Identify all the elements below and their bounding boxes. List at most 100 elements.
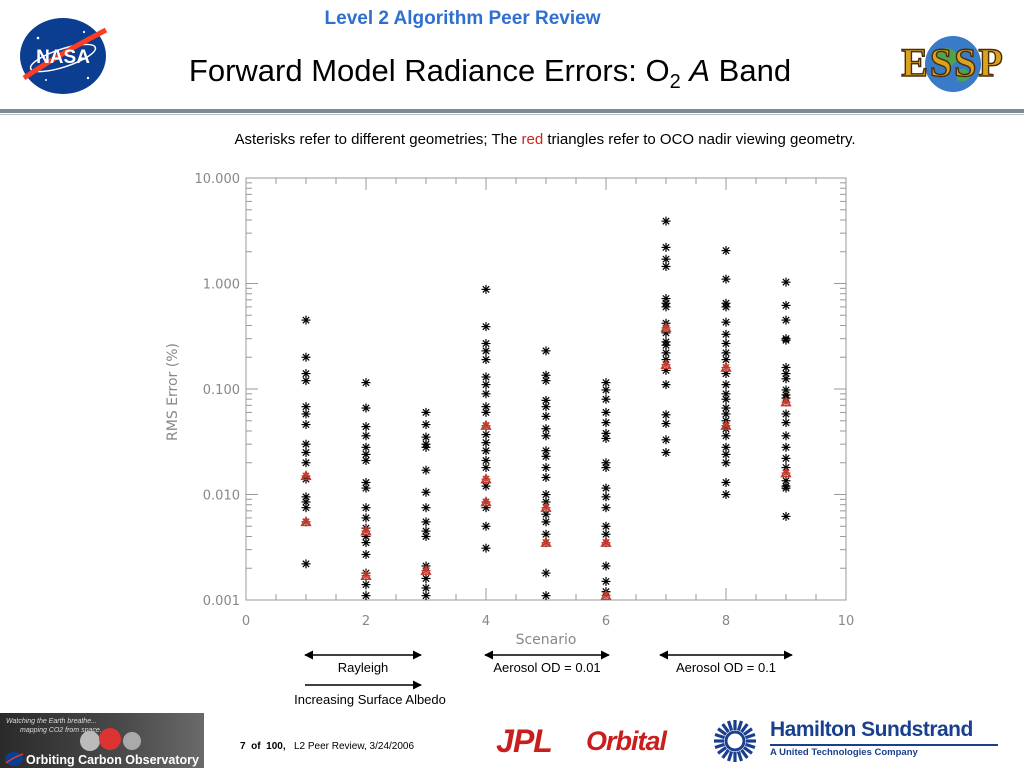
page-info: 7 of 100, L2 Peer Review, 3/24/2006: [240, 741, 414, 752]
data-point-asterisk: [481, 389, 491, 399]
data-point-triangle: [720, 361, 732, 372]
data-point-asterisk: [421, 531, 431, 541]
data-point-triangle: [300, 470, 312, 481]
oco-name: Orbiting Carbon Observatory: [26, 753, 199, 767]
data-point-asterisk: [601, 418, 611, 428]
data-point-triangle: [540, 536, 552, 547]
data-point-asterisk: [781, 277, 791, 287]
data-point-asterisk: [781, 431, 791, 441]
data-point-asterisk: [721, 246, 731, 256]
x-tick-label: 8: [722, 614, 730, 629]
emblem-spoke: [721, 723, 730, 734]
data-point-asterisk: [301, 315, 311, 325]
data-point-asterisk: [421, 442, 431, 452]
emblem-spoke: [736, 720, 744, 732]
data-point-asterisk: [601, 561, 611, 571]
nasa-logo: NASA: [20, 18, 108, 94]
data-point-triangle: [480, 473, 492, 484]
data-point-asterisk: [781, 442, 791, 452]
emblem-spoke: [744, 732, 756, 740]
data-point-triangle: [480, 419, 492, 430]
data-point-asterisk: [421, 487, 431, 497]
y-axis-label: RMS Error (%): [165, 343, 181, 441]
y-tick-label: 0.010: [203, 489, 240, 504]
data-point-asterisk: [541, 591, 551, 601]
emblem-spoke: [721, 748, 730, 759]
data-point-asterisk: [481, 438, 491, 448]
data-point-asterisk: [481, 372, 491, 382]
oco-nasa-mini-logo: [5, 752, 24, 766]
data-point-asterisk: [481, 521, 491, 531]
rayleigh-label: Rayleigh: [337, 660, 389, 675]
data-point-triangle: [360, 525, 372, 536]
data-point-triangle: [720, 419, 732, 430]
data-point-asterisk: [721, 394, 731, 404]
data-point-asterisk: [721, 477, 731, 487]
data-point-asterisk: [721, 409, 731, 419]
data-point-asterisk: [601, 521, 611, 531]
data-point-asterisk: [661, 419, 671, 429]
data-point-asterisk: [481, 407, 491, 417]
data-point-asterisk: [661, 435, 671, 445]
aerosol-001-label: Aerosol OD = 0.01: [493, 660, 601, 675]
data-point-asterisk: [361, 422, 371, 432]
emblem-spoke: [736, 750, 744, 762]
data-point-asterisk: [481, 446, 491, 456]
data-point-triangle: [480, 496, 492, 507]
oco-satellite-graphic: [80, 728, 141, 751]
data-point-asterisk: [541, 463, 551, 473]
data-point-asterisk: [541, 346, 551, 356]
data-point-asterisk: [421, 573, 431, 583]
data-point-asterisk: [421, 503, 431, 513]
data-point-asterisk: [721, 490, 731, 499]
data-point-asterisk: [301, 448, 311, 458]
data-point-asterisk: [541, 568, 551, 578]
data-point-triangle: [660, 358, 672, 369]
data-point-asterisk: [661, 302, 671, 312]
data-point-asterisk: [661, 340, 671, 350]
data-point-asterisk: [781, 315, 791, 325]
data-point-asterisk: [541, 451, 551, 461]
data-point-asterisk: [721, 329, 731, 339]
emblem-spoke: [717, 746, 728, 755]
hamilton-sundstrand-subtitle: A United Technologies Company: [770, 747, 918, 758]
data-point-asterisk: [661, 448, 671, 458]
title-italic: A: [689, 53, 711, 88]
review-date: L2 Peer Review, 3/24/2006: [293, 741, 415, 752]
data-point-asterisk: [781, 300, 791, 310]
data-point-asterisk: [481, 430, 491, 440]
data-point-asterisk: [421, 517, 431, 527]
data-point-asterisk: [541, 411, 551, 421]
figure-caption: Asterisks refer to different geometries;…: [0, 131, 1024, 148]
data-point-asterisk: [541, 517, 551, 527]
oco-banner: Watching the Earth breathe... mapping CO…: [0, 713, 204, 768]
essp-logo-text: ESSP: [901, 40, 1005, 85]
data-point-asterisk: [421, 465, 431, 475]
data-point-asterisk: [481, 322, 491, 332]
data-point-asterisk: [601, 394, 611, 404]
data-point-asterisk: [421, 432, 431, 442]
data-point-asterisk: [361, 503, 371, 513]
data-point-asterisk: [601, 503, 611, 513]
aerosol-01-label: Aerosol OD = 0.1: [675, 660, 777, 675]
essp-logo: ESSP: [900, 36, 1005, 92]
data-point-asterisk: [301, 439, 311, 449]
data-point-triangle: [420, 564, 432, 575]
data-point-asterisk: [421, 591, 431, 601]
data-point-triangle: [540, 501, 552, 512]
data-point-asterisk: [481, 463, 491, 473]
page-total: 100,: [266, 741, 286, 752]
data-point-asterisk: [481, 456, 491, 466]
data-point-asterisk: [661, 242, 671, 252]
caption-text-end: triangles refer to OCO nadir viewing geo…: [543, 131, 856, 148]
data-point-asterisk: [301, 503, 311, 513]
header-divider: [0, 109, 1024, 113]
data-point-asterisk: [361, 449, 371, 459]
data-point-asterisk: [721, 302, 731, 312]
data-point-asterisk: [421, 407, 431, 417]
hamilton-sundstrand-name: Hamilton Sundstrand: [770, 718, 973, 741]
data-point-asterisk: [541, 472, 551, 482]
data-point-triangle: [600, 589, 612, 600]
x-tick-label: 6: [602, 614, 610, 629]
data-point-asterisk: [361, 403, 371, 413]
